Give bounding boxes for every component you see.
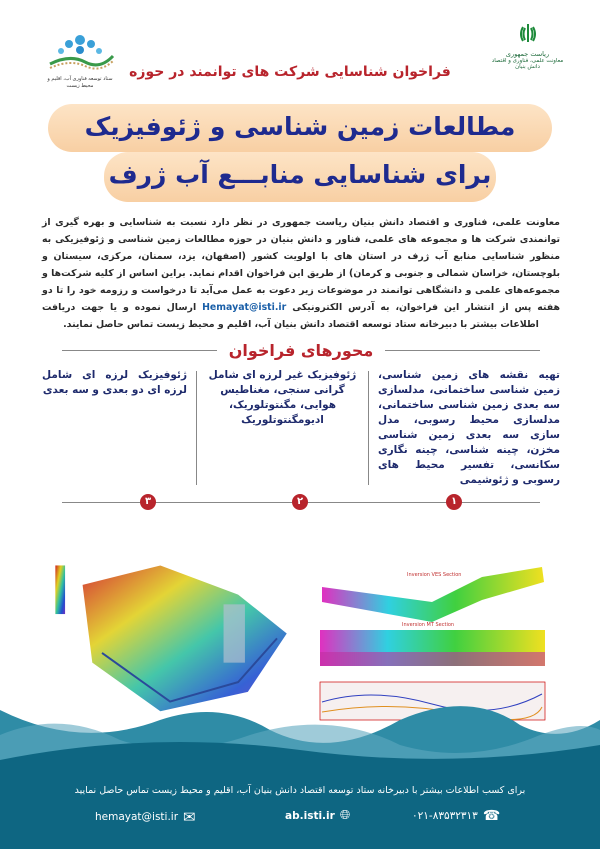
footer-phone[interactable]: ۰۲۱-۸۳۵۳۲۳۱۳ ☎ xyxy=(412,808,500,824)
axes-header: محورهای فراخوان xyxy=(42,341,560,360)
telephone-icon: ☎ xyxy=(482,808,501,824)
footer-contact-note: برای کسب اطلاعات بیشتر با دبیرخانه ستاد … xyxy=(74,785,526,796)
footer-website[interactable]: ab.isti.ir 🌐︎ xyxy=(285,808,350,823)
water-tech-logo: ستاد توسعه فناوری آب، اقلیم و محیط زیست xyxy=(45,28,115,90)
vice-presidency-label: معاونت علمی، فناوری و اقتصاد دانش بنیان xyxy=(491,58,564,70)
iran-emblem-icon xyxy=(519,24,536,42)
color-scale-bar xyxy=(55,565,66,615)
timeline: ۱ ۲ ۳ xyxy=(42,494,560,512)
section-divider-right xyxy=(385,350,541,351)
axis-item-2: ژئوفیزیک غیر لرزه ای شامل گرانی سنجی، مغ… xyxy=(208,369,357,426)
presidency-logo: ریاست جمهوری معاونت علمی، فناوری و اقتصا… xyxy=(490,22,565,70)
footer-email[interactable]: hemayat@isti.ir ✉ xyxy=(95,808,196,826)
intro-email-link[interactable]: Hemayat@isti.ir xyxy=(202,302,287,313)
footer-waves xyxy=(0,706,600,849)
axis-number-2: ۲ xyxy=(292,494,308,510)
mt-section-label: Inversion MT Section xyxy=(402,622,454,628)
axis-item-1: تهیه نقشه های زمین شناسی، زمین شناسی ساخ… xyxy=(378,369,560,486)
axes-title: محورهای فراخوان xyxy=(228,341,374,360)
column-divider xyxy=(196,371,198,485)
globe-icon: 🌐︎ xyxy=(339,808,351,823)
axis-item-3: ژئوفیزیک لرزه ای شامل لرزه ای دو بعدی و … xyxy=(42,369,187,396)
main-content: معاونت علمی، فناوری و اقتصاد دانش بنیان … xyxy=(42,214,560,512)
footer-phone-text[interactable]: ۰۲۱-۸۳۵۳۲۳۱۳ xyxy=(412,810,478,822)
axis-number-3: ۳ xyxy=(140,494,156,510)
intro-paragraph: معاونت علمی، فناوری و اقتصاد دانش بنیان … xyxy=(42,214,560,333)
presidency-label: ریاست جمهوری xyxy=(505,50,550,58)
intro-text-1: معاونت علمی، فناوری و اقتصاد دانش بنیان … xyxy=(42,217,560,313)
call-subtitle: فراخوان شناسایی شرکت های توانمند در حوزه xyxy=(129,64,451,80)
footer-website-text[interactable]: ab.isti.ir xyxy=(285,809,335,822)
title-banner-line1: مطالعات زمین شناسی و ژئوفیزیک xyxy=(48,104,552,152)
intro-text-2: ارسال نموده و یا جهت دریافت اطلاعات بیشت… xyxy=(42,302,539,330)
footer-email-text[interactable]: hemayat@isti.ir xyxy=(95,811,179,823)
axes-columns: تهیه نقشه های زمین شناسی، زمین شناسی ساخ… xyxy=(42,368,560,488)
3d-geological-model-image xyxy=(55,565,287,712)
axis-number-1: ۱ xyxy=(446,494,462,510)
water-tech-logo-text: ستاد توسعه فناوری آب، اقلیم و محیط زیست xyxy=(47,76,113,89)
section-divider-left xyxy=(62,350,217,351)
envelope-icon: ✉ xyxy=(183,808,196,826)
column-divider xyxy=(367,371,369,485)
ves-section-label: Inversion VES Section xyxy=(407,572,461,578)
title-banner-line2: برای شناسایی منابـــع آب ژرف xyxy=(104,152,496,202)
